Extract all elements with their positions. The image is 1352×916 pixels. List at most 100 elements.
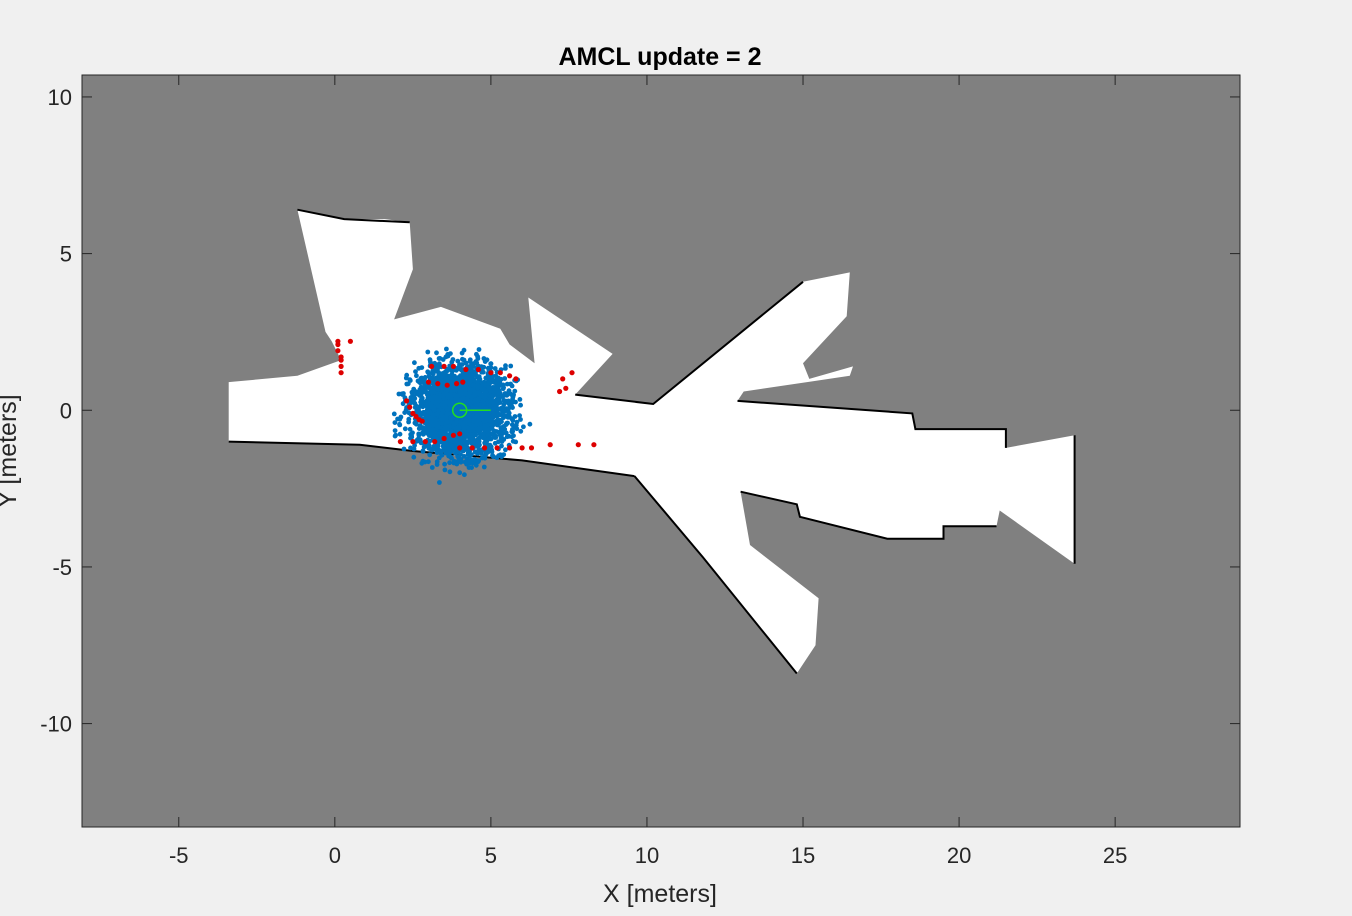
particle	[482, 359, 488, 364]
particle	[408, 432, 414, 438]
y-tick-label: 5	[60, 242, 72, 267]
axes-box	[81, 74, 1241, 828]
particle	[475, 401, 481, 407]
chart-title: AMCL update = 2	[558, 43, 761, 71]
x-tick-label: 20	[947, 843, 971, 868]
particle	[411, 454, 417, 460]
particle	[434, 411, 440, 417]
particle	[476, 347, 482, 352]
particle	[473, 462, 479, 468]
scan-point	[450, 363, 456, 369]
y-tick-label: -5	[52, 555, 72, 580]
particle	[466, 465, 472, 470]
particle	[411, 396, 416, 402]
particle	[501, 437, 507, 442]
particle	[501, 385, 506, 390]
particle	[448, 376, 454, 381]
particle	[452, 392, 458, 398]
particle	[430, 371, 436, 377]
particle	[499, 443, 504, 449]
particle	[392, 433, 398, 439]
particle	[508, 363, 514, 369]
particle	[461, 347, 467, 353]
particle	[472, 389, 478, 395]
particle	[463, 424, 469, 430]
wall-segment	[297, 208, 410, 224]
particle	[427, 415, 433, 421]
scan-point	[469, 445, 475, 451]
particle	[512, 414, 518, 419]
particle	[440, 408, 446, 414]
particle	[518, 402, 523, 408]
scan-point	[425, 379, 432, 385]
particle	[467, 379, 473, 385]
particle	[432, 394, 437, 399]
particle	[460, 396, 466, 401]
particle	[446, 453, 452, 459]
particle	[489, 374, 495, 380]
scan-point	[475, 366, 481, 373]
particle	[494, 381, 500, 387]
particle	[442, 461, 447, 467]
particle	[463, 386, 468, 392]
particle	[450, 357, 456, 362]
particle	[497, 390, 502, 396]
scan-point	[338, 370, 344, 376]
scan-point	[422, 439, 428, 445]
particle	[492, 421, 497, 427]
particle	[415, 378, 421, 384]
particle	[413, 369, 418, 374]
scan-point	[347, 338, 353, 344]
scan-point	[404, 398, 410, 404]
scan-point	[397, 439, 403, 445]
scan-point	[482, 445, 488, 451]
particle	[459, 387, 464, 393]
particle	[493, 373, 499, 379]
scan-point	[450, 432, 456, 438]
particle	[459, 362, 465, 367]
scan-point	[335, 348, 341, 354]
particle	[391, 411, 397, 417]
scan-point	[338, 363, 344, 369]
particle	[504, 381, 510, 387]
particle	[518, 428, 524, 434]
particle	[402, 410, 408, 415]
scan-point	[591, 442, 597, 448]
particle	[412, 360, 417, 366]
particle	[495, 386, 501, 392]
particle	[428, 359, 433, 365]
particle	[454, 449, 460, 455]
particle	[440, 393, 446, 398]
particle	[513, 422, 519, 428]
particle	[489, 447, 495, 453]
particle	[481, 414, 486, 419]
particle	[447, 469, 453, 475]
particle	[471, 418, 477, 424]
particle	[497, 432, 502, 438]
particle	[500, 394, 505, 399]
particle	[439, 448, 445, 453]
scan-point	[488, 370, 494, 376]
particle	[420, 426, 426, 432]
particle	[435, 442, 441, 447]
scan-point	[528, 445, 535, 451]
scan-point	[335, 341, 341, 348]
particle	[475, 459, 481, 465]
particle	[501, 402, 507, 407]
particle	[401, 391, 406, 396]
particle	[490, 453, 495, 458]
particle	[421, 411, 426, 417]
particle	[434, 350, 439, 356]
particle	[498, 426, 504, 431]
particle	[481, 364, 486, 370]
particle	[443, 440, 449, 446]
particle	[439, 452, 445, 458]
particle	[460, 436, 466, 442]
particle	[503, 430, 509, 436]
scan-point	[435, 381, 441, 387]
particle	[455, 454, 461, 459]
particle	[416, 432, 422, 438]
particle	[506, 410, 512, 416]
scan-point	[569, 370, 575, 376]
